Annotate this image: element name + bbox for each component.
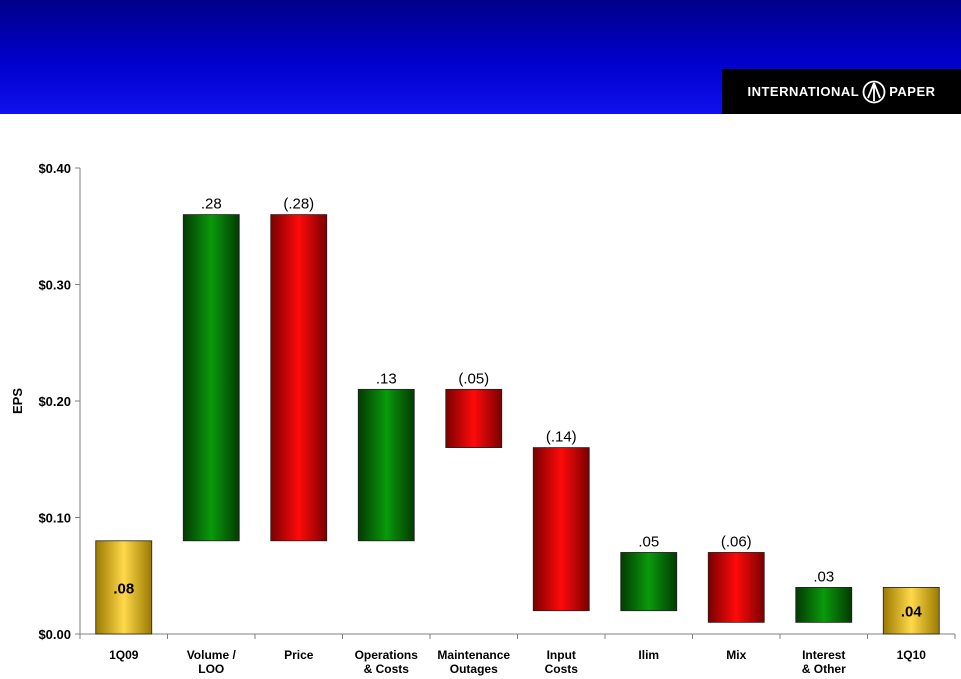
data-label: .04 [901,604,923,621]
y-tick-label: $0.40 [38,161,71,176]
y-tick-label: $0.30 [38,278,71,293]
category-label: & Other [802,662,846,676]
bar-decrease [270,214,328,542]
category-label: 1Q10 [897,648,927,662]
bar-total [882,587,940,635]
category-label: LOO [198,662,224,676]
y-axis-title: EPS [10,388,25,414]
bar-increase [795,587,853,623]
data-label: (.05) [458,370,489,387]
bar-total [95,540,153,635]
category-label: Mix [726,648,746,662]
chart-labels: .08 1Q09 .28 Volume /LOO (.28) Price .13 Operat… [109,196,926,676]
data-label: .05 [638,533,659,550]
company-logo: INTERNATIONAL PAPER [722,69,961,114]
y-tick-label: $0.20 [38,394,71,409]
category-label: Costs [545,662,579,676]
bar-decrease [445,388,503,449]
y-tick-label: $0.10 [38,511,71,526]
bar-increase [182,214,240,542]
logo-text-left: INTERNATIONAL [747,84,860,99]
category-label: Outages [450,662,498,676]
logo-text-right: PAPER [889,84,936,99]
category-label: Maintenance [437,648,510,662]
data-label: (.14) [546,429,577,446]
chart-bars [95,214,940,635]
bar-increase [357,388,415,542]
bar-decrease [707,552,765,623]
data-label: .13 [376,370,397,387]
data-label: (.06) [721,533,752,550]
data-label: (.28) [283,196,314,213]
category-label: Volume / [187,648,237,662]
bar-increase [620,552,678,612]
category-label: Input [547,648,576,662]
category-label: Price [284,648,314,662]
bar-decrease [532,447,590,612]
y-tick-label: $0.00 [38,627,71,642]
data-label: .08 [113,580,134,597]
international-paper-emblem-icon [862,80,886,103]
data-label: .28 [201,196,222,213]
category-label: 1Q09 [109,648,139,662]
category-label: Interest [802,648,845,662]
chart-axes: $0.00 $0.10 $0.20 $0.30 $0.40 EPS [10,161,956,642]
data-label: .03 [813,568,834,585]
category-label: Operations [355,648,419,662]
category-label: Ilim [638,648,659,662]
category-label: & Costs [364,662,410,676]
